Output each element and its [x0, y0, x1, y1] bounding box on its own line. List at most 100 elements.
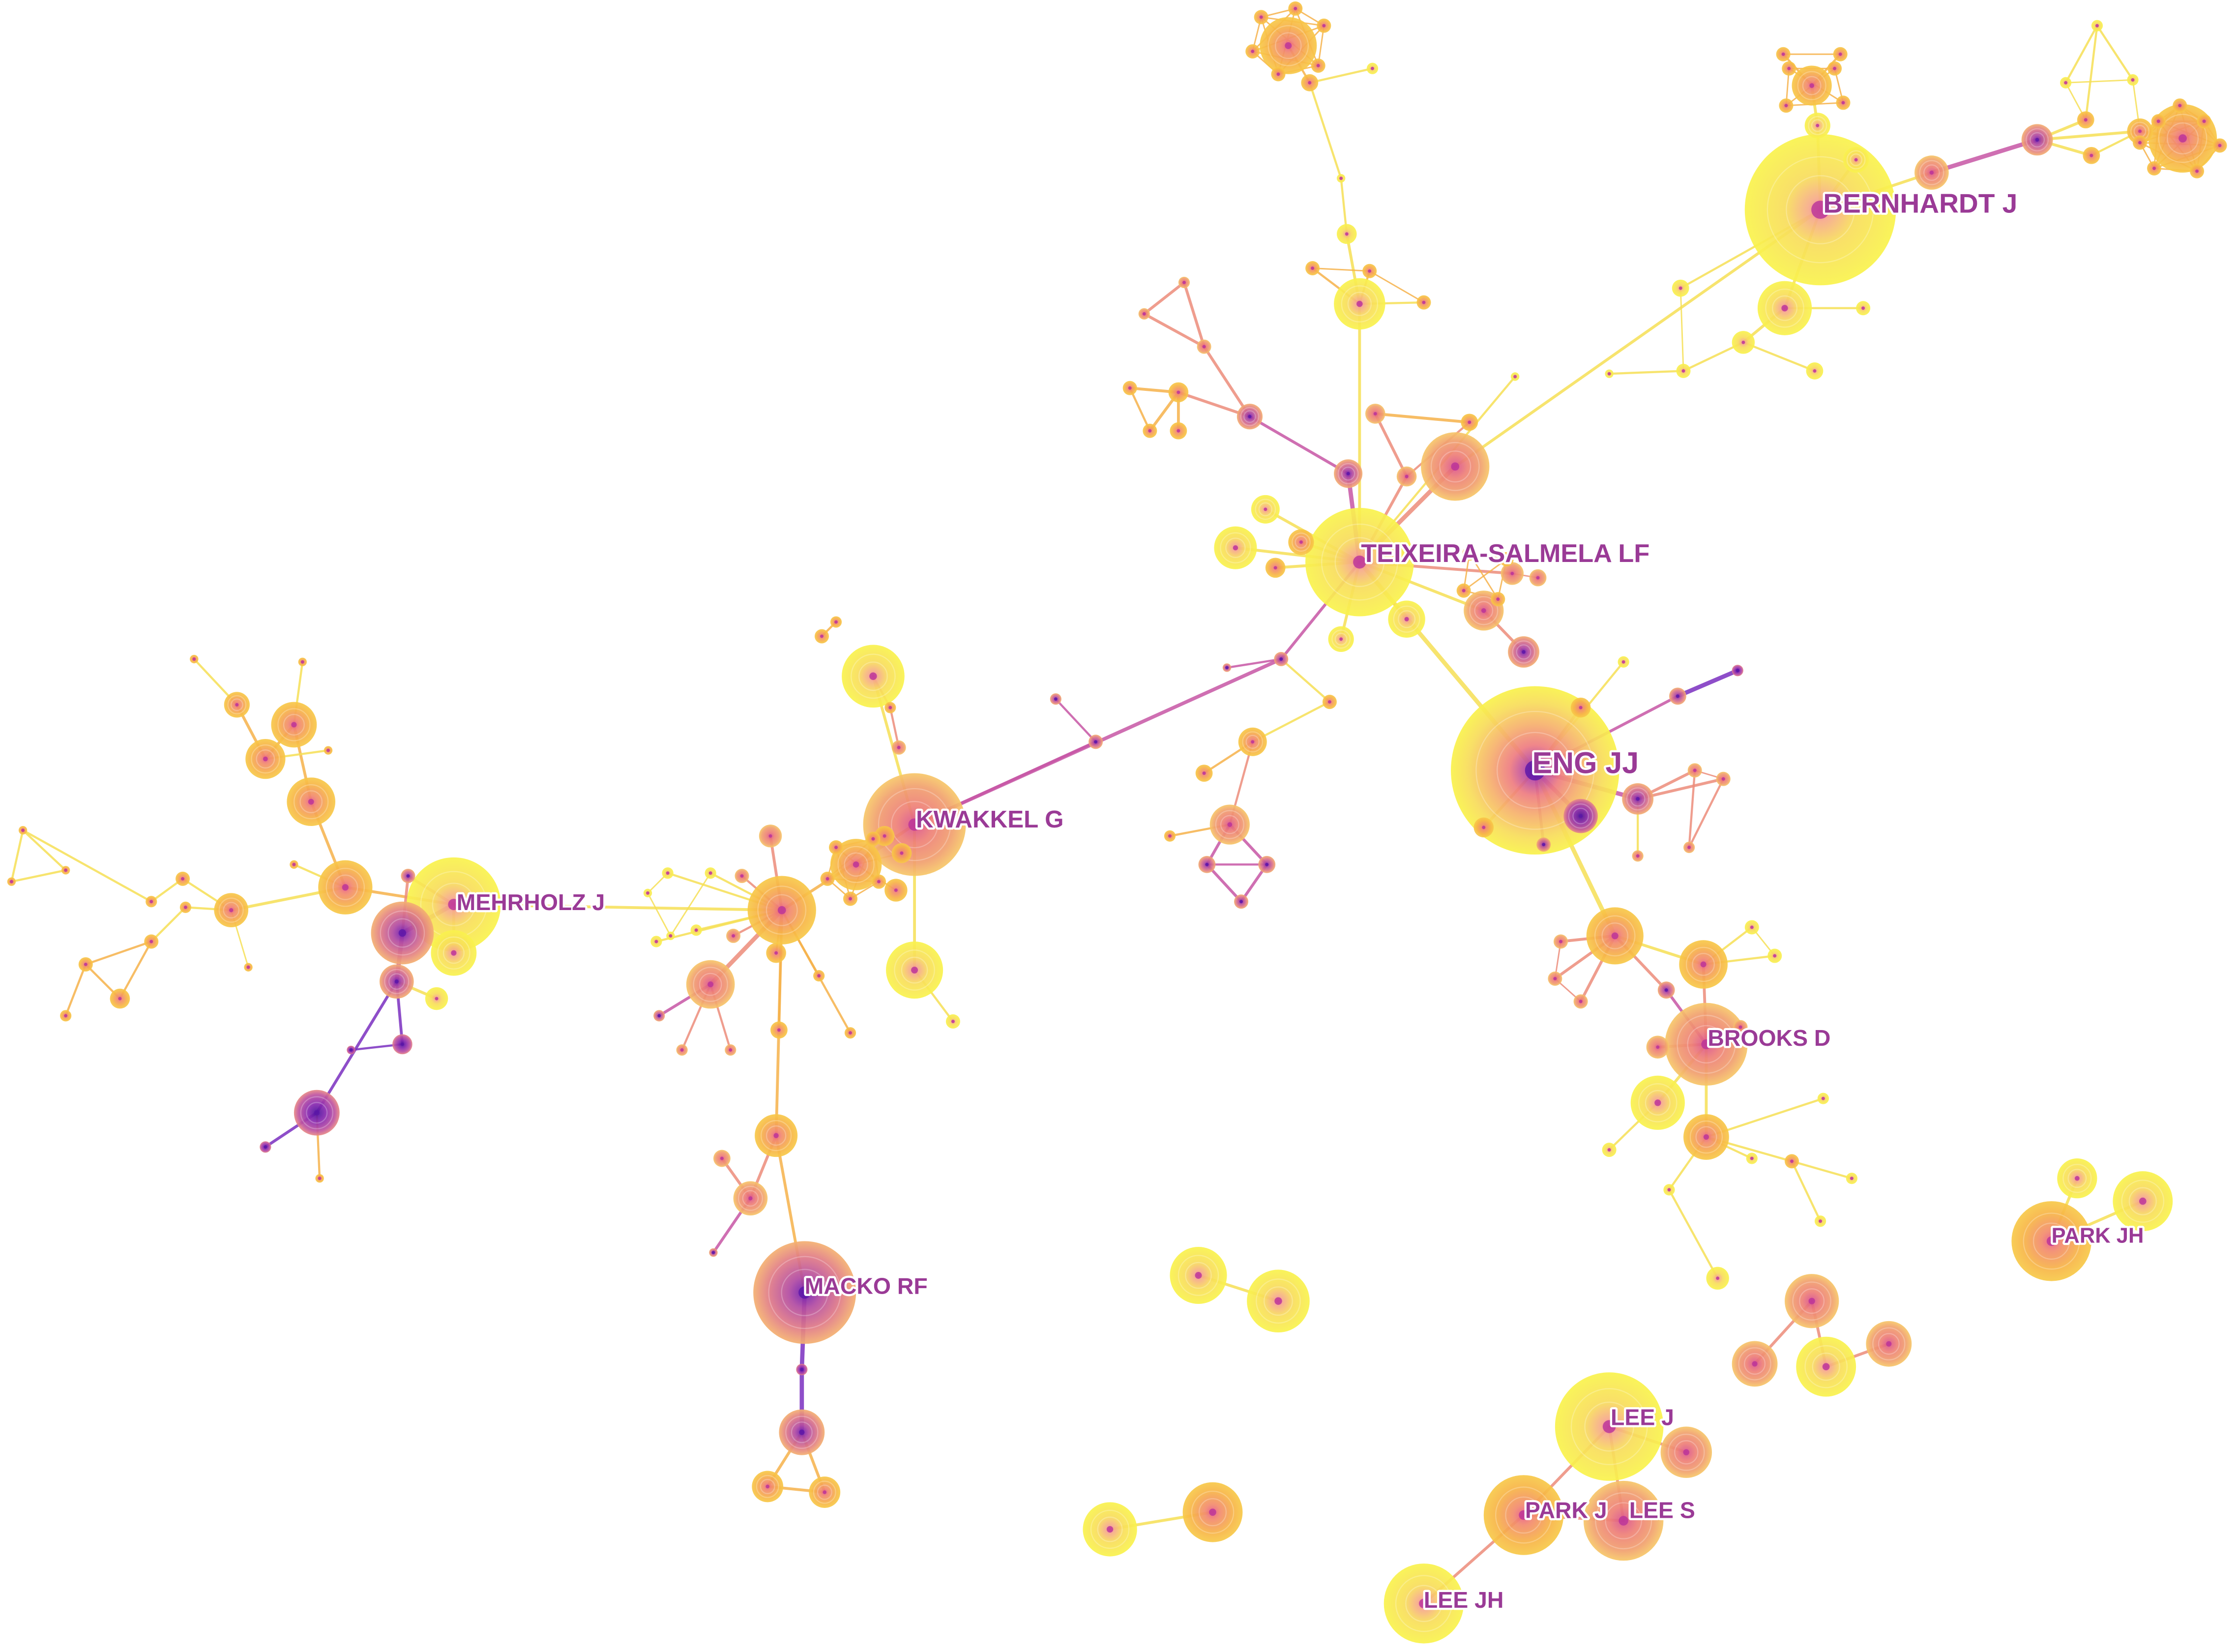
- edge-tl6-tl7: [1143, 281, 1186, 316]
- node-br8: [1785, 1154, 1799, 1169]
- edge-bl2-bl5: [1679, 287, 1684, 372]
- edge-tl_c-tl_d: [1251, 701, 1331, 743]
- node-label-lee-s: LEE S: [1629, 1497, 1695, 1523]
- edge-bern4-b5: [1929, 138, 2039, 175]
- node-bh_b: [1827, 61, 1842, 76]
- node-pj2: [2113, 1171, 2173, 1232]
- node-b8: [2127, 118, 2153, 145]
- node-e2: [1622, 783, 1654, 815]
- node-k1: [842, 645, 905, 708]
- node-kc_e: [820, 871, 835, 886]
- edge-br8-br11: [1791, 1160, 1822, 1222]
- node-mh7: [347, 1045, 355, 1055]
- node-macko: [753, 1241, 856, 1344]
- node-top_d: [1311, 58, 1325, 73]
- node-bh_a: [1782, 61, 1796, 76]
- node-tl_h: [1258, 856, 1276, 873]
- node-ml19: [61, 866, 70, 875]
- node-t12: [1396, 466, 1417, 487]
- node-t11: [1265, 558, 1286, 578]
- node-e1: [1563, 798, 1598, 833]
- node-ml5: [190, 654, 199, 664]
- node-e7: [1669, 687, 1686, 705]
- node-bh2: [1776, 47, 1791, 61]
- edge-br12-br13: [1668, 1188, 1719, 1279]
- node-br12: [1663, 1184, 1675, 1196]
- node-b5: [2021, 124, 2053, 156]
- node-mk4: [709, 1248, 718, 1257]
- node-bern2: [1843, 147, 1869, 173]
- node-e3: [1570, 697, 1591, 718]
- node-mk3: [713, 1150, 731, 1167]
- node-bh3: [1833, 47, 1848, 61]
- node-t10: [1236, 404, 1263, 430]
- node-ml3: [245, 739, 286, 779]
- node-br14: [1602, 1143, 1617, 1157]
- edge-t13-t14: [1374, 412, 1471, 424]
- node-ml21: [643, 888, 652, 898]
- node-mk8: [809, 1476, 841, 1508]
- node-tu2: [1336, 224, 1357, 244]
- edge-kwl2-kwl1: [1055, 698, 1097, 743]
- edge-ml21-ml22: [647, 892, 672, 937]
- node-tu4: [1362, 264, 1377, 278]
- node-k19: [770, 1021, 788, 1039]
- node-ec5: [1657, 981, 1675, 999]
- node-e11: [1683, 841, 1695, 854]
- edge-e7-e8: [1676, 668, 1740, 699]
- edge-ml17-ml19: [22, 829, 67, 872]
- node-kwl1: [1050, 693, 1061, 705]
- node-bh_d: [1779, 98, 1794, 113]
- node-b7: [2083, 147, 2100, 164]
- node-top: [1260, 17, 1317, 74]
- node-tx_b: [1499, 552, 1514, 566]
- node-bh_c: [1836, 95, 1851, 110]
- node-tx_a: [1462, 546, 1477, 561]
- edge-bl2-bl6: [1608, 370, 1685, 375]
- node-mh3: [379, 964, 414, 999]
- node-mh2: [431, 930, 477, 976]
- edge-ml12-ml17: [22, 829, 152, 903]
- edge-top2-top3: [1308, 67, 1374, 84]
- node-ec1: [1586, 907, 1644, 965]
- edge-k3-meh: [452, 903, 784, 912]
- node-kw: [863, 773, 966, 876]
- node-k18: [690, 924, 702, 936]
- node-e4: [1473, 817, 1494, 838]
- node-bl3: [1806, 362, 1824, 380]
- node-tl6: [1178, 276, 1190, 289]
- node-br6: [1767, 948, 1782, 963]
- node-br5: [1744, 920, 1759, 935]
- node-mh9: [260, 1141, 271, 1153]
- node-ln4: [1866, 1321, 1912, 1367]
- node-ml1: [287, 777, 336, 826]
- node-iso4: [1182, 1482, 1243, 1542]
- edge-b10-b11: [2065, 79, 2134, 84]
- node-leej: [1555, 1372, 1664, 1481]
- node-bl2: [1676, 363, 1691, 378]
- node-ml14: [110, 988, 130, 1009]
- node-bc4: [2190, 164, 2205, 178]
- node-b11: [2127, 74, 2139, 86]
- node-ml9: [214, 893, 249, 928]
- node-k24: [844, 1027, 856, 1039]
- node-tl7: [1138, 308, 1150, 320]
- node-k2: [886, 942, 943, 999]
- edge-t9-t10: [1248, 415, 1350, 475]
- node-br15: [1733, 1020, 1748, 1034]
- edge-tl_a-tl_b: [1226, 658, 1282, 669]
- node-bl4: [1856, 301, 1871, 316]
- node-mh5: [425, 987, 448, 1010]
- node-k14: [945, 1014, 960, 1029]
- node-t15: [1501, 562, 1524, 585]
- node-b10: [2060, 77, 2072, 88]
- node-k15: [662, 867, 674, 879]
- edge-b6-b9: [2085, 25, 2098, 121]
- node-k9: [884, 879, 908, 902]
- edge-ml11-ml13: [150, 906, 187, 943]
- node-k21: [676, 1044, 688, 1056]
- node-k17: [650, 936, 662, 947]
- node-lj2: [1660, 1426, 1712, 1478]
- node-mh10: [315, 1174, 324, 1183]
- node-tl2: [1122, 381, 1137, 395]
